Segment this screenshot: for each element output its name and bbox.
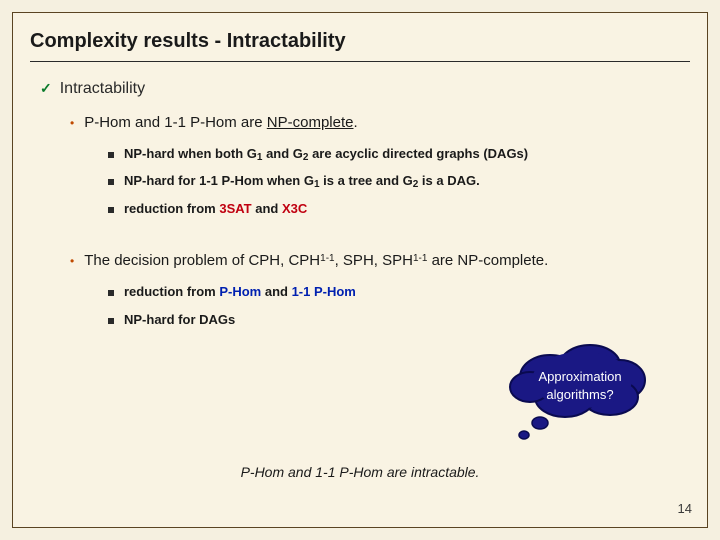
slide-title: Complexity results - Intractability (30, 30, 690, 62)
subbullet-text: NP-hard for 1-1 P-Hom when G1 is a tree … (124, 171, 480, 191)
subbullet-nphard-dags-2: NP-hard for DAGs (108, 310, 690, 330)
square-bullet-icon (108, 318, 114, 324)
cloud-label: Approximation algorithms? (538, 367, 621, 403)
subbullet-text: NP-hard when both G1 and G2 are acyclic … (124, 144, 528, 164)
bullet-dot-icon: • (70, 253, 74, 270)
subbullet-text: reduction from 3SAT and X3C (124, 199, 307, 219)
slide-content: Complexity results - Intractability ✓ In… (30, 30, 690, 510)
subbullet-text: reduction from P-Hom and 1-1 P-Hom (124, 282, 356, 302)
subbullet-reduction-3sat: reduction from 3SAT and X3C (108, 199, 690, 219)
square-bullet-icon (108, 179, 114, 185)
square-bullet-icon (108, 207, 114, 213)
subbullet-text: NP-hard for DAGs (124, 310, 235, 330)
check-icon: ✓ (40, 80, 52, 97)
bullet-text: The decision problem of CPH, CPH1-1, SPH… (84, 250, 548, 272)
bullet-phom-npcomplete: • P-Hom and 1-1 P-Hom are NP-complete. (70, 112, 690, 134)
bullet-dot-icon: • (70, 115, 74, 132)
subbullet-reduction-phom: reduction from P-Hom and 1-1 P-Hom (108, 282, 690, 302)
thought-cloud: Approximation algorithms? (500, 335, 660, 450)
bullet-cph-sph: • The decision problem of CPH, CPH1-1, S… (70, 250, 690, 272)
bullet-text: P-Hom and 1-1 P-Hom are NP-complete. (84, 112, 357, 134)
footer-summary: P-Hom and 1-1 P-Hom are intractable. (241, 464, 480, 480)
subbullet-nphard-dags: NP-hard when both G1 and G2 are acyclic … (108, 144, 690, 164)
page-number: 14 (678, 501, 692, 516)
section-heading: ✓ Intractability (40, 80, 690, 98)
square-bullet-icon (108, 152, 114, 158)
subbullet-nphard-tree: NP-hard for 1-1 P-Hom when G1 is a tree … (108, 171, 690, 191)
square-bullet-icon (108, 290, 114, 296)
section-label: Intractability (60, 80, 145, 98)
